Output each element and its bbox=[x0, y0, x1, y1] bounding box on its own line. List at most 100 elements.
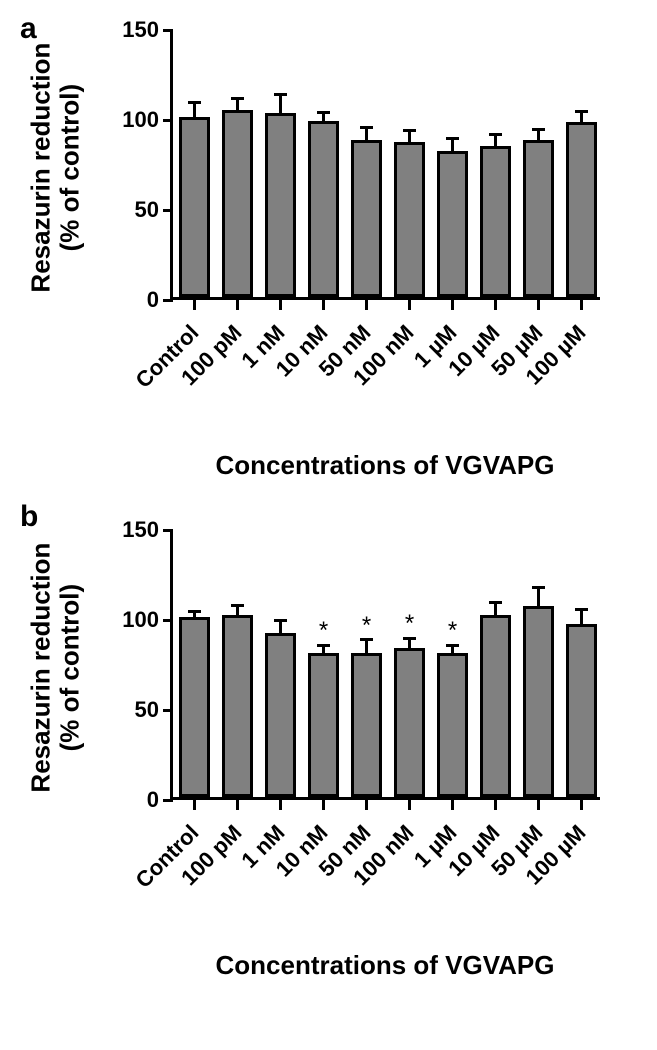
bar bbox=[480, 146, 510, 297]
bar bbox=[437, 653, 467, 797]
error-bar bbox=[322, 113, 325, 124]
y-tick-label: 100 bbox=[122, 607, 159, 633]
y-tick-label: 50 bbox=[135, 197, 159, 223]
bar bbox=[265, 113, 295, 297]
error-bar bbox=[236, 606, 239, 619]
error-bar bbox=[279, 620, 282, 636]
error-bar bbox=[408, 638, 411, 651]
significance-marker: * bbox=[443, 617, 463, 645]
x-tick bbox=[451, 300, 454, 310]
y-tick bbox=[163, 209, 173, 212]
bar bbox=[566, 122, 596, 297]
x-tick bbox=[236, 800, 239, 810]
x-tick bbox=[279, 300, 282, 310]
bar bbox=[308, 653, 338, 797]
y-tick bbox=[163, 709, 173, 712]
error-bar bbox=[193, 102, 196, 120]
error-bar bbox=[236, 98, 239, 112]
bar bbox=[308, 121, 338, 297]
error-bar bbox=[365, 640, 368, 656]
x-tick bbox=[322, 300, 325, 310]
x-tick bbox=[580, 800, 583, 810]
y-tick bbox=[163, 529, 173, 532]
x-tick bbox=[494, 300, 497, 310]
bar bbox=[523, 606, 553, 797]
error-cap bbox=[532, 128, 544, 131]
x-tick bbox=[494, 800, 497, 810]
error-cap bbox=[274, 93, 286, 96]
y-tick-label: 0 bbox=[147, 787, 159, 813]
error-cap bbox=[274, 619, 286, 622]
error-cap bbox=[403, 129, 415, 132]
error-cap bbox=[489, 133, 501, 136]
error-bar bbox=[408, 131, 411, 145]
error-cap bbox=[231, 604, 243, 607]
y-tick-label: 150 bbox=[122, 17, 159, 43]
error-cap bbox=[317, 111, 329, 114]
bar bbox=[394, 648, 424, 797]
error-cap bbox=[575, 608, 587, 611]
x-axis-title: Concentrations of VGVAPG bbox=[170, 450, 600, 481]
x-tick bbox=[408, 800, 411, 810]
error-cap bbox=[360, 126, 372, 129]
y-tick bbox=[163, 799, 173, 802]
error-bar bbox=[494, 134, 497, 148]
error-cap bbox=[446, 137, 458, 140]
y-tick bbox=[163, 619, 173, 622]
x-tick bbox=[365, 300, 368, 310]
x-tick bbox=[193, 800, 196, 810]
error-cap bbox=[489, 601, 501, 604]
bar bbox=[394, 142, 424, 297]
error-bar bbox=[365, 127, 368, 143]
x-tick bbox=[322, 800, 325, 810]
panel-letter-b: b bbox=[20, 500, 38, 534]
y-axis-title: Resazurin reduction(% of control) bbox=[26, 33, 83, 303]
x-axis-title: Concentrations of VGVAPG bbox=[170, 950, 600, 981]
x-tick bbox=[365, 800, 368, 810]
error-bar bbox=[580, 111, 583, 125]
significance-marker: * bbox=[357, 612, 377, 640]
error-bar bbox=[494, 602, 497, 618]
bar bbox=[179, 617, 209, 797]
error-bar bbox=[451, 645, 454, 656]
x-tick bbox=[279, 800, 282, 810]
bar bbox=[566, 624, 596, 797]
bar bbox=[222, 110, 252, 297]
x-tick bbox=[451, 800, 454, 810]
x-tick bbox=[537, 800, 540, 810]
y-tick-label: 50 bbox=[135, 697, 159, 723]
bar bbox=[265, 633, 295, 797]
plot-area-b: 050100150Control100 pM1 nM*10 nM*50 nM*1… bbox=[170, 530, 600, 800]
error-bar bbox=[451, 138, 454, 154]
error-bar bbox=[322, 645, 325, 656]
x-tick bbox=[580, 300, 583, 310]
significance-marker: * bbox=[400, 610, 420, 638]
y-tick bbox=[163, 299, 173, 302]
significance-marker: * bbox=[314, 617, 334, 645]
x-tick bbox=[193, 300, 196, 310]
x-tick bbox=[236, 300, 239, 310]
y-tick-label: 150 bbox=[122, 517, 159, 543]
error-cap bbox=[188, 610, 200, 613]
y-tick-label: 0 bbox=[147, 287, 159, 313]
bar bbox=[179, 117, 209, 297]
bar bbox=[523, 140, 553, 297]
error-cap bbox=[575, 110, 587, 113]
plot-area-a: 050100150Control100 pM1 nM10 nM50 nM100 … bbox=[170, 30, 600, 300]
error-bar bbox=[537, 588, 540, 610]
error-bar bbox=[537, 129, 540, 143]
bar bbox=[351, 653, 381, 797]
bar bbox=[351, 140, 381, 297]
x-tick bbox=[537, 300, 540, 310]
error-cap bbox=[231, 97, 243, 100]
error-bar bbox=[279, 95, 282, 117]
error-bar bbox=[580, 609, 583, 627]
error-cap bbox=[532, 586, 544, 589]
bar bbox=[437, 151, 467, 297]
y-tick bbox=[163, 119, 173, 122]
bar bbox=[480, 615, 510, 797]
y-axis-title: Resazurin reduction(% of control) bbox=[26, 533, 83, 803]
y-tick bbox=[163, 29, 173, 32]
x-tick bbox=[408, 300, 411, 310]
y-tick-label: 100 bbox=[122, 107, 159, 133]
